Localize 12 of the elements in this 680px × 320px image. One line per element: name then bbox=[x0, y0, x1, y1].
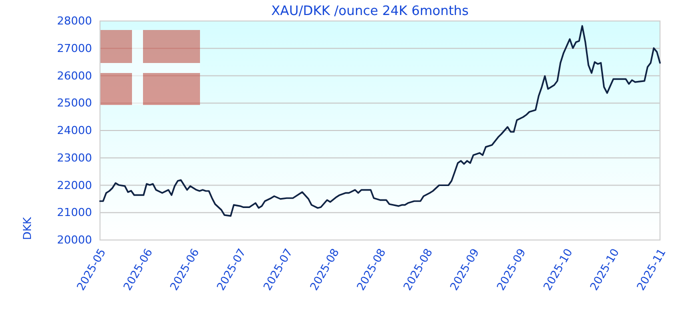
chart-title: XAU/DKK /ounce 24K 6months bbox=[271, 4, 469, 19]
line-series bbox=[99, 25, 661, 217]
y-tick-label: 23000 bbox=[57, 151, 92, 164]
y-tick-label: 20000 bbox=[57, 234, 92, 247]
y-tick-label: 24000 bbox=[57, 124, 92, 138]
y-tick-label: 22000 bbox=[57, 178, 92, 192]
y-axis-title: DKK bbox=[21, 216, 34, 240]
y-tick-label: 27000 bbox=[57, 42, 92, 55]
y-tick-label: 26000 bbox=[57, 69, 92, 82]
y-tick-label: 21000 bbox=[57, 206, 92, 220]
y-tick-label: 28000 bbox=[57, 14, 92, 28]
y-tick-label: 25000 bbox=[57, 96, 92, 110]
